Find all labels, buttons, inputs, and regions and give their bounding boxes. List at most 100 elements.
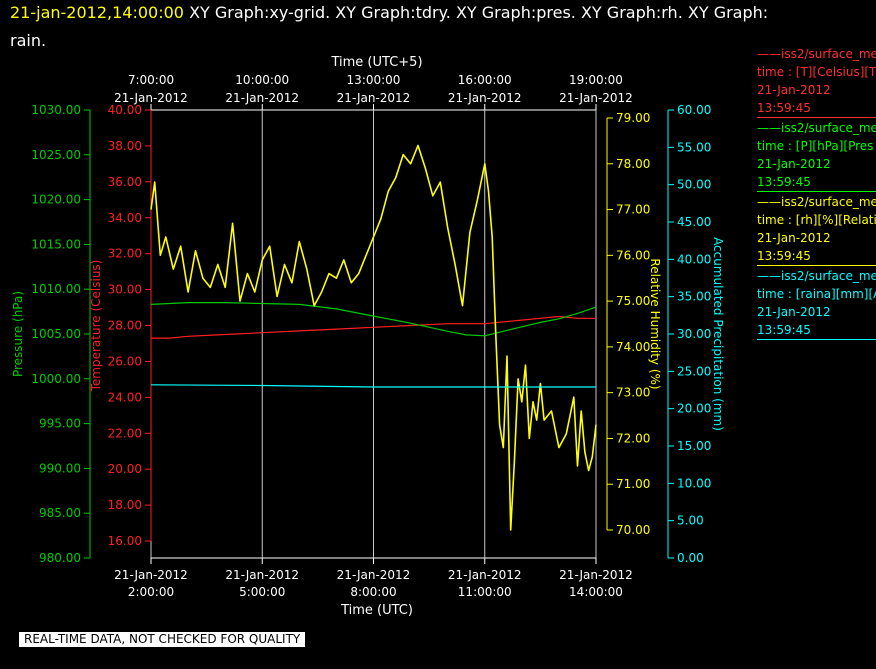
y-tick-label-pres: 990.00 bbox=[39, 461, 81, 475]
x-axis-top-label: Time (UTC+5) bbox=[330, 55, 422, 70]
y-tick-label-pres: 1000.00 bbox=[31, 372, 81, 386]
legend-variable: time : [P][hPa][Pres bbox=[757, 139, 874, 153]
y-axis-label-pres: Pressure (hPa) bbox=[11, 291, 25, 377]
y-tick-label-pres: 1030.00 bbox=[31, 103, 81, 117]
title-graph-list: XY Graph:xy-grid. XY Graph:tdry. XY Grap… bbox=[189, 3, 769, 22]
y-tick-label-rain: 40.00 bbox=[677, 252, 711, 266]
y-tick-label-rh: 72.00 bbox=[616, 431, 650, 445]
y-tick-label-tdry: 20.00 bbox=[108, 462, 142, 476]
legend-time: 13:59:45 bbox=[757, 101, 811, 115]
y-tick-label-tdry: 38.00 bbox=[108, 139, 142, 153]
x-tick-label-time: 11:00:00 bbox=[458, 585, 512, 599]
y-tick-label-tdry: 24.00 bbox=[108, 390, 142, 404]
legend-separator bbox=[757, 339, 876, 340]
y-tick-label-rh: 79.00 bbox=[616, 111, 650, 125]
graph-title-line-2: rain. bbox=[10, 31, 47, 50]
top-tick-label-date: 21-Jan-2012 bbox=[337, 91, 411, 105]
y-tick-label-rh: 71.00 bbox=[616, 477, 650, 491]
x-tick-label-date: 21-Jan-2012 bbox=[225, 568, 299, 582]
y-tick-label-tdry: 22.00 bbox=[108, 426, 142, 440]
x-tick-label-date: 21-Jan-2012 bbox=[337, 568, 411, 582]
x-tick-label-time: 2:00:00 bbox=[128, 585, 174, 599]
y-tick-label-rh: 74.00 bbox=[616, 340, 650, 354]
x-tick-label-date: 21-Jan-2012 bbox=[559, 568, 633, 582]
legend-date: 21-Jan-2012 bbox=[757, 83, 831, 97]
y-tick-label-rain: 15.00 bbox=[677, 439, 711, 453]
legend-separator bbox=[757, 117, 876, 118]
top-tick-label-date: 21-Jan-2012 bbox=[114, 91, 188, 105]
legend-separator bbox=[757, 191, 876, 192]
legend-name: ——iss2/surface_me bbox=[757, 121, 876, 135]
legend-variable: time : [T][Celsius][T bbox=[757, 65, 876, 79]
legend-time: 13:59:45 bbox=[757, 175, 811, 189]
y-tick-label-rain: 50.00 bbox=[677, 178, 711, 192]
y-tick-label-rain: 5.00 bbox=[677, 514, 704, 528]
y-tick-label-rain: 55.00 bbox=[677, 140, 711, 154]
legend-name: ——iss2/surface_me bbox=[757, 47, 876, 61]
top-tick-label-time: 19:00:00 bbox=[569, 73, 623, 87]
y-tick-label-rh: 70.00 bbox=[616, 523, 650, 537]
legend-date: 21-Jan-2012 bbox=[757, 305, 831, 319]
y-tick-label-rh: 75.00 bbox=[616, 294, 650, 308]
y-axis-label-tdry: Temperature (Celsius) bbox=[89, 260, 103, 393]
top-tick-label-date: 21-Jan-2012 bbox=[559, 91, 633, 105]
x-tick-label-date: 21-Jan-2012 bbox=[114, 568, 188, 582]
legend-time: 13:59:45 bbox=[757, 249, 811, 263]
legend-separator bbox=[757, 265, 876, 266]
y-tick-label-pres: 1005.00 bbox=[31, 327, 81, 341]
y-tick-label-rh: 76.00 bbox=[616, 248, 650, 262]
legend-date: 21-Jan-2012 bbox=[757, 157, 831, 171]
y-tick-label-pres: 1025.00 bbox=[31, 148, 81, 162]
graph-title-line-1: 21-jan-2012,14:00:00 XY Graph:xy-grid. X… bbox=[10, 3, 768, 23]
y-tick-label-rh: 77.00 bbox=[616, 203, 650, 217]
y-tick-label-tdry: 30.00 bbox=[108, 283, 142, 297]
legend-date: 21-Jan-2012 bbox=[757, 231, 831, 245]
x-tick-label-date: 21-Jan-2012 bbox=[448, 568, 522, 582]
top-tick-label-time: 13:00:00 bbox=[347, 73, 401, 87]
series-line-rain bbox=[150, 384, 596, 388]
y-axis-label-rh: Relative Humidity (%) bbox=[648, 258, 662, 389]
quality-disclaimer: REAL-TIME DATA, NOT CHECKED FOR QUALITY bbox=[19, 632, 306, 647]
legend-name: ——iss2/surface_me bbox=[757, 195, 876, 209]
y-tick-label-pres: 985.00 bbox=[39, 506, 81, 520]
x-tick-label-time: 8:00:00 bbox=[350, 585, 396, 599]
y-tick-label-rain: 60.00 bbox=[677, 103, 711, 117]
legend-name: ——iss2/surface_me bbox=[757, 269, 876, 283]
y-tick-label-tdry: 32.00 bbox=[108, 247, 142, 261]
y-tick-label-pres: 1020.00 bbox=[31, 193, 81, 207]
title-timestamp: 21-jan-2012,14:00:00 bbox=[10, 3, 184, 22]
y-tick-label-tdry: 36.00 bbox=[108, 175, 142, 189]
series-line-rh bbox=[150, 144, 597, 531]
series-legend: ——iss2/surface_me time : [T][Celsius][T 21… bbox=[757, 45, 876, 341]
y-tick-label-pres: 1010.00 bbox=[31, 282, 81, 296]
y-tick-label-rain: 20.00 bbox=[677, 402, 711, 416]
y-tick-label-pres: 980.00 bbox=[39, 551, 81, 565]
y-tick-label-rh: 78.00 bbox=[616, 157, 650, 171]
top-tick-label-date: 21-Jan-2012 bbox=[448, 91, 522, 105]
y-tick-label-rain: 45.00 bbox=[677, 215, 711, 229]
legend-time: 13:59:45 bbox=[757, 323, 811, 337]
y-tick-label-tdry: 26.00 bbox=[108, 354, 142, 368]
y-tick-label-rain: 25.00 bbox=[677, 364, 711, 378]
y-tick-label-rain: 0.00 bbox=[677, 551, 704, 565]
legend-variable: time : [rh][%][Relati bbox=[757, 213, 876, 227]
x-tick-label-time: 5:00:00 bbox=[239, 585, 285, 599]
y-tick-label-tdry: 34.00 bbox=[108, 211, 142, 225]
top-tick-label-time: 16:00:00 bbox=[458, 73, 512, 87]
y-tick-label-rain: 10.00 bbox=[677, 476, 711, 490]
y-tick-label-tdry: 16.00 bbox=[108, 534, 142, 548]
series-line-tdry bbox=[151, 315, 596, 339]
top-tick-label-time: 7:00:00 bbox=[128, 73, 174, 87]
y-axis-label-rain: Accumulated Precipitation (mm) bbox=[711, 237, 725, 431]
series-line-pres bbox=[150, 302, 597, 337]
top-tick-label-time: 10:00:00 bbox=[235, 73, 289, 87]
legend-variable: time : [raina][mm][A bbox=[757, 287, 876, 301]
y-tick-label-tdry: 40.00 bbox=[108, 103, 142, 117]
top-tick-label-date: 21-Jan-2012 bbox=[225, 91, 299, 105]
y-tick-label-tdry: 28.00 bbox=[108, 319, 142, 333]
